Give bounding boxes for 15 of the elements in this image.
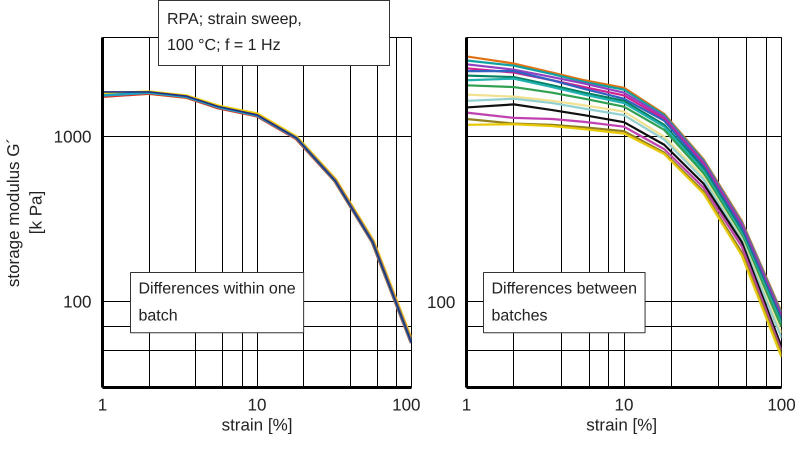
x-tick-label: 10 [614, 396, 634, 414]
x-tick-label: 10 [248, 396, 266, 414]
x-tick-label: 1 [462, 396, 472, 414]
y-tick-label: 1000 [54, 128, 92, 147]
note: RPA; strain sweep, 100 °C; f = 1 Hz [158, 0, 390, 66]
annotation: Differences within one batch [138, 280, 296, 325]
annotation: Differences between batches [492, 280, 638, 325]
y-axis-title: storage modulus G´ [k Pa] [4, 138, 46, 288]
x-axis-title: strain [%] [586, 416, 658, 434]
annotation: RPA; strain sweep, 100 °C; f = 1 Hz [167, 10, 303, 56]
x-axis-title: strain [%] [222, 416, 292, 434]
note: 100 [427, 293, 456, 313]
x-tick-label: 100 [767, 396, 796, 414]
x-tick-label: 1 [98, 396, 108, 414]
x-tick-label: 100 [392, 396, 421, 414]
